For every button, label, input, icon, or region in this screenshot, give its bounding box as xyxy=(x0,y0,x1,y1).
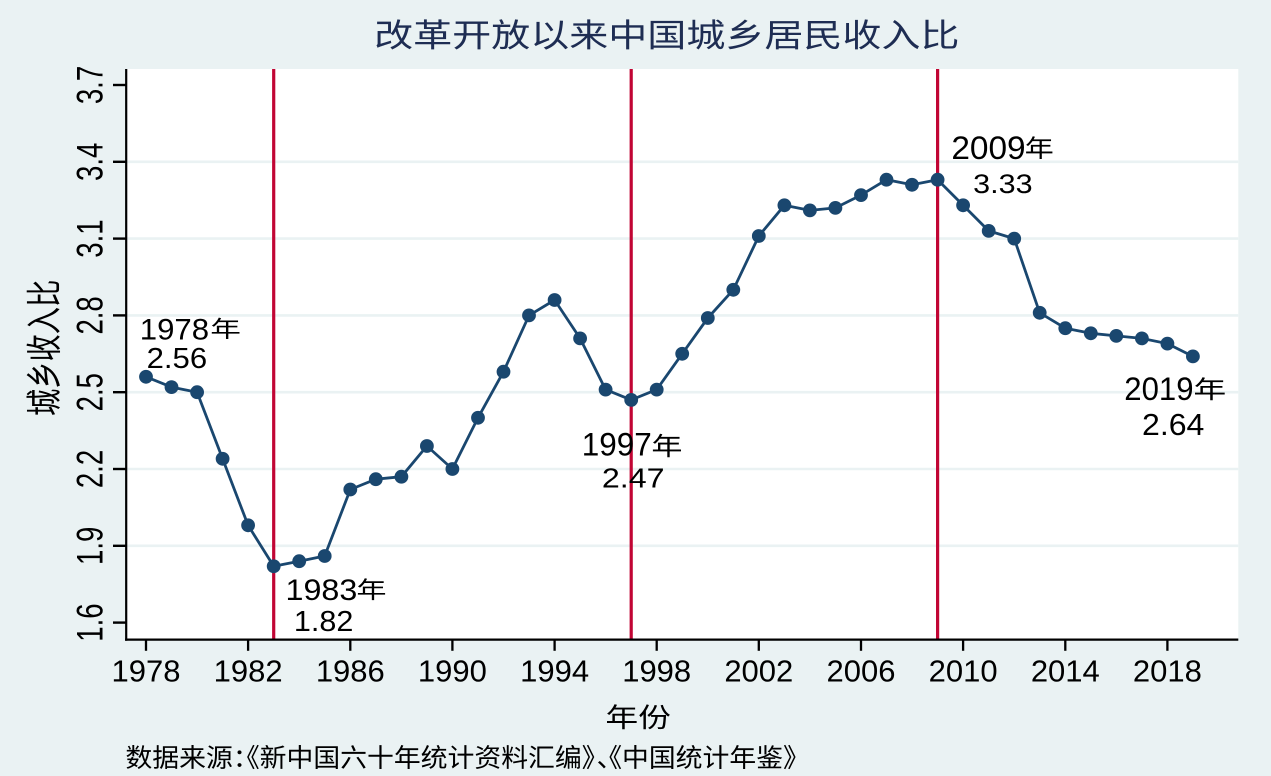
svg-text:2014: 2014 xyxy=(1031,654,1100,689)
svg-text:2.56: 2.56 xyxy=(147,342,208,374)
svg-text:1.82: 1.82 xyxy=(294,605,354,637)
svg-text:2.2: 2.2 xyxy=(68,450,110,488)
svg-text:1.9: 1.9 xyxy=(68,527,110,565)
svg-text:3.33: 3.33 xyxy=(973,169,1033,199)
svg-text:3.4: 3.4 xyxy=(68,143,110,181)
svg-text:1.6: 1.6 xyxy=(68,603,110,641)
svg-text:3.1: 3.1 xyxy=(68,219,110,257)
svg-text:2.64: 2.64 xyxy=(1142,407,1204,442)
svg-text:1982: 1982 xyxy=(214,654,283,689)
svg-text:2009: 2009 xyxy=(951,130,1025,166)
svg-text:1990: 1990 xyxy=(418,654,487,689)
svg-text:1997: 1997 xyxy=(582,427,652,463)
svg-text:1978: 1978 xyxy=(112,654,181,689)
svg-text:2018: 2018 xyxy=(1133,654,1202,689)
svg-text:1983: 1983 xyxy=(286,575,358,607)
svg-text:2.5: 2.5 xyxy=(68,373,110,411)
svg-text:2010: 2010 xyxy=(929,654,998,689)
svg-text:1998: 1998 xyxy=(622,654,691,689)
svg-text:1978: 1978 xyxy=(140,314,209,347)
svg-text:1994: 1994 xyxy=(520,654,589,689)
svg-text:2.47: 2.47 xyxy=(602,461,665,493)
svg-text:2019: 2019 xyxy=(1124,371,1193,407)
svg-text:3.7: 3.7 xyxy=(68,66,110,104)
svg-text:2006: 2006 xyxy=(827,654,896,689)
svg-text:2.8: 2.8 xyxy=(68,296,110,334)
svg-text:2002: 2002 xyxy=(724,654,793,689)
svg-text:1986: 1986 xyxy=(316,654,385,689)
